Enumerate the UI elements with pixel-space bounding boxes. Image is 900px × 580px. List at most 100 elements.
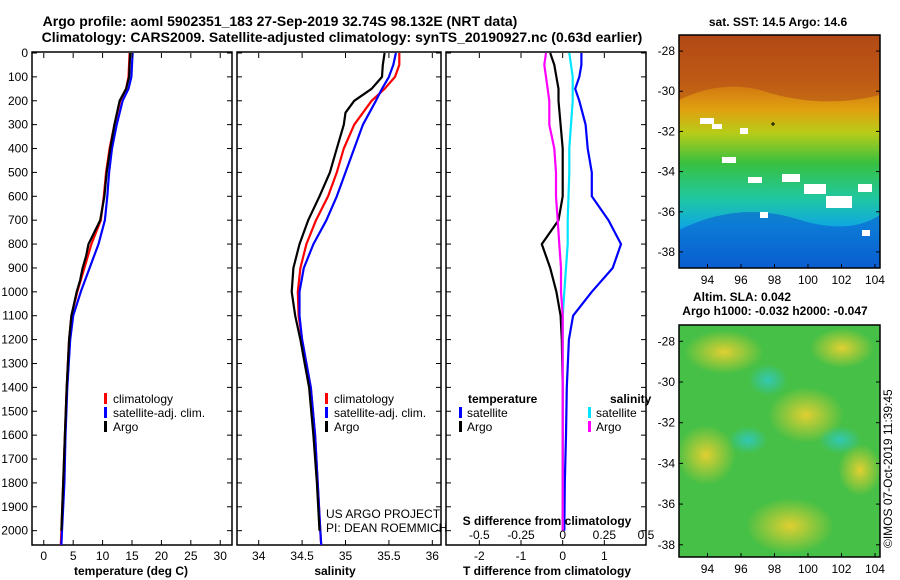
series-line-salinity-argo [543,52,564,531]
sst-frame [678,34,881,269]
legend-swatch-t-argo [459,421,462,432]
depth-tick-label: 1900 [1,500,28,514]
sla-high [746,498,834,554]
depth-tick-label: 200 [8,94,28,108]
series-line-satellite-adj-clim- [298,52,397,546]
series-line-temperature-argo [540,52,564,531]
legend-temperature-head: temperature [468,392,538,406]
credit-project: US ARGO PROJECT [326,507,441,521]
sla-map-axes: -28 -30 -32 -34 -36 -38 94 96 98 100 102 104 [658,334,886,576]
legend-swatch-climatology-s [325,393,328,404]
depth-tick-label: 400 [8,142,28,156]
argo-position-marker [771,122,775,126]
legend-argo: Argo [113,420,139,434]
depth-tick-label: 1400 [1,380,28,394]
depth-tick-label: 1000 [1,285,28,299]
cloud-patch [712,124,722,129]
temperature-legend: climatology satellite-adj. clim. Argo [104,392,205,434]
temperature-x-axis: 0 5 10 15 20 25 30 [40,53,227,563]
series-line-temperature-satellite [563,53,623,531]
temperature-plot [59,52,134,546]
x2-tick-label: 0.25 [593,528,617,542]
series-line-satellite-adj-clim- [60,52,134,546]
lon-tick-label: 94 [701,273,715,287]
lat-tick-label: -38 [658,538,676,552]
lon-tick-label: 102 [831,273,851,287]
sst-warm-patch [679,35,880,102]
series-line-argo [290,52,386,531]
x-tick-label: 0 [559,549,566,563]
depth-tick-label: 500 [8,165,28,179]
lat-tick-label: -30 [658,375,676,389]
legend-swatch-argo [104,421,107,432]
lon-tick-label: 96 [734,562,748,576]
temperature-axis-label: temperature (deg C) [74,564,188,578]
salinity-legend: climatology satellite-adj. clim. Argo [325,392,426,434]
sst-cloud-mask [700,118,872,236]
depth-tick-label: 1500 [1,404,28,418]
lon-tick-label: 104 [865,273,885,287]
cloud-patch [740,128,748,134]
legend-climatology-s: climatology [334,392,394,406]
sla-frame [678,324,881,558]
lon-tick-label: 98 [768,562,782,576]
depth-tick-label: 2000 [1,524,28,538]
x-tick-label: 34 [252,549,266,563]
x-tick-label: -1 [516,549,527,563]
lon-tick-label: 98 [768,273,782,287]
legend-swatch-climatology [104,393,107,404]
cloud-patch [804,184,826,194]
sla-low [728,426,768,454]
s-difference-axis-label: S difference from climatology [463,514,632,528]
x-tick-label: 34.5 [290,549,314,563]
x2-tick-label: 0 [559,528,566,542]
legend-s-argo: Argo [596,420,622,434]
legend-salinity-head: salinity [610,392,652,406]
lat-tick-label: -38 [658,245,676,259]
legend-swatch-s-satellite [588,407,591,418]
depth-tick-label: 1200 [1,333,28,347]
title-line-2: Climatology: CARS2009. Satellite-adjuste… [42,29,643,45]
sla-map-title-2: Argo h1000: -0.032 h2000: -0.047 [682,304,868,318]
s-difference-x-axis: -0.5 -0.25 0 0.25 0.5 [469,528,655,542]
x-tick-label: 35 [339,549,353,563]
lat-tick-label: -34 [658,456,676,470]
x2-tick-label: -0.5 [469,528,490,542]
cloud-patch [858,184,872,192]
x2-tick-label: 0.5 [638,528,655,542]
depth-tick-label: 0 [21,46,28,60]
x-tick-label: 15 [125,549,139,563]
difference-panel-frame [445,51,647,546]
lon-tick-label: 102 [831,562,851,576]
x-tick-label: -2 [474,549,485,563]
depth-tick-label: 900 [8,261,28,275]
t-difference-axis-label: T difference from climatology [463,564,631,578]
sst-map-axes: -28 -30 -32 -34 -36 -38 94 96 98 100 102 104 [658,44,886,287]
cloud-patch [782,174,800,182]
lon-tick-label: 96 [734,273,748,287]
difference-legend: temperature salinity satellite Argo sate… [459,392,652,434]
temperature-panel-frame [31,51,233,546]
x2-tick-label: -0.25 [507,528,535,542]
sst-map-title: sat. SST: 14.5 Argo: 14.6 [709,15,848,29]
salinity-axis-label: salinity [314,564,356,578]
legend-satellite-adj: satellite-adj. clim. [113,406,205,420]
sla-high [676,425,736,485]
lon-tick-label: 104 [865,562,885,576]
cloud-patch [722,157,736,163]
imos-footer: ©IMOS 07-Oct-2019 11:39:45 [881,389,895,548]
t-difference-x-axis: -2 -1 0 1 [474,53,608,563]
series-line-climatology [59,52,131,546]
depth-tick-label: 1600 [1,428,28,442]
legend-swatch-satellite-adj [104,407,107,418]
cloud-patch [862,230,870,236]
depth-tick-label: 1300 [1,356,28,370]
legend-swatch-s-argo [588,421,591,432]
sla-low [818,426,862,454]
x-tick-label: 5 [70,549,77,563]
lon-tick-label: 100 [798,562,818,576]
x-tick-label: 20 [155,549,169,563]
sla-low [748,364,788,396]
x-tick-label: 0 [40,549,47,563]
